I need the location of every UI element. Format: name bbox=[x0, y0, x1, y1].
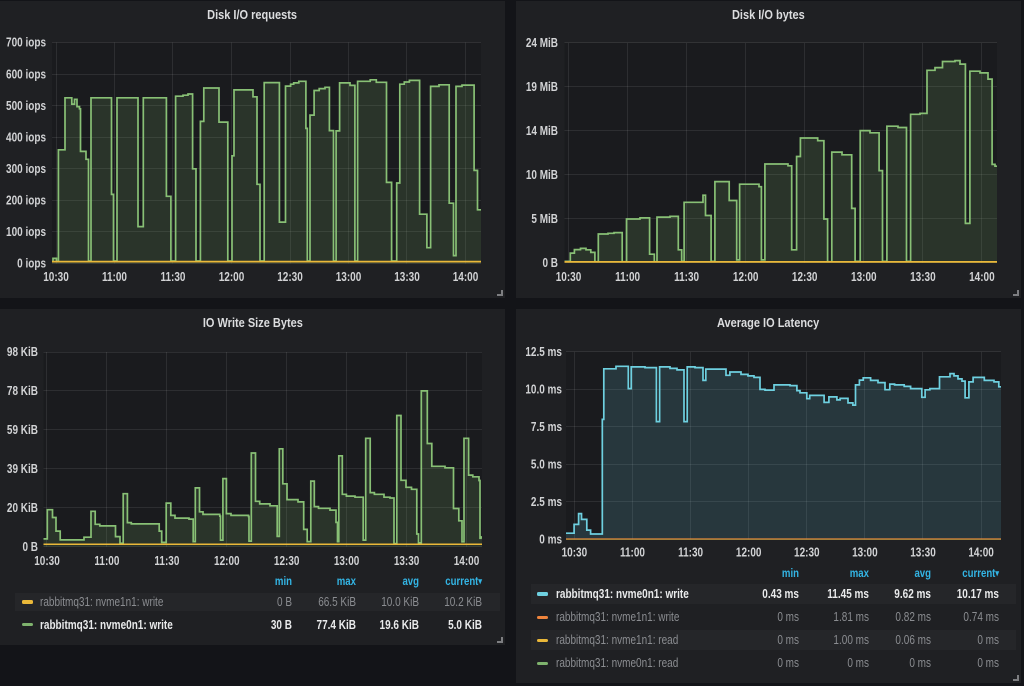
svg-text:0 B: 0 B bbox=[542, 257, 558, 270]
svg-text:11:30: 11:30 bbox=[161, 271, 186, 284]
svg-text:13:30: 13:30 bbox=[394, 271, 420, 284]
svg-text:59 KiB: 59 KiB bbox=[7, 424, 38, 437]
svg-text:10:30: 10:30 bbox=[34, 555, 60, 568]
svg-text:12:00: 12:00 bbox=[733, 271, 759, 284]
svg-text:20 KiB: 20 KiB bbox=[7, 502, 38, 515]
svg-text:12.5 ms: 12.5 ms bbox=[525, 346, 562, 359]
svg-text:78 KiB: 78 KiB bbox=[7, 385, 38, 398]
svg-text:10:30: 10:30 bbox=[556, 271, 582, 284]
svg-text:11:00: 11:00 bbox=[620, 547, 645, 560]
svg-text:12:30: 12:30 bbox=[277, 271, 303, 284]
svg-text:13:30: 13:30 bbox=[910, 271, 936, 284]
svg-text:11:30: 11:30 bbox=[678, 547, 703, 560]
svg-text:13:00: 13:00 bbox=[852, 547, 878, 560]
svg-text:12:30: 12:30 bbox=[274, 555, 300, 568]
svg-text:11:00: 11:00 bbox=[94, 555, 119, 568]
svg-text:0 B: 0 B bbox=[22, 541, 38, 554]
svg-text:200 iops: 200 iops bbox=[6, 195, 46, 208]
svg-text:600 iops: 600 iops bbox=[6, 68, 46, 81]
svg-text:0 iops: 0 iops bbox=[17, 258, 46, 271]
svg-text:100 iops: 100 iops bbox=[6, 226, 46, 239]
svg-text:500 iops: 500 iops bbox=[6, 100, 46, 113]
svg-text:5.0 ms: 5.0 ms bbox=[531, 459, 562, 472]
svg-text:14:00: 14:00 bbox=[969, 271, 995, 284]
svg-text:11:30: 11:30 bbox=[674, 271, 699, 284]
svg-text:12:30: 12:30 bbox=[792, 271, 818, 284]
svg-text:300 iops: 300 iops bbox=[6, 163, 46, 176]
svg-text:14:00: 14:00 bbox=[453, 271, 479, 284]
svg-text:400 iops: 400 iops bbox=[6, 131, 46, 144]
svg-text:12:00: 12:00 bbox=[219, 271, 245, 284]
svg-text:14:00: 14:00 bbox=[968, 547, 994, 560]
svg-text:0 ms: 0 ms bbox=[539, 534, 562, 547]
svg-text:700 iops: 700 iops bbox=[6, 37, 46, 50]
svg-text:14:00: 14:00 bbox=[454, 555, 480, 568]
svg-text:13:30: 13:30 bbox=[910, 547, 936, 560]
svg-text:10 MiB: 10 MiB bbox=[526, 169, 558, 182]
svg-text:13:00: 13:00 bbox=[334, 555, 360, 568]
svg-text:10:30: 10:30 bbox=[43, 271, 69, 284]
svg-text:14 MiB: 14 MiB bbox=[526, 125, 558, 138]
svg-text:98 KiB: 98 KiB bbox=[7, 346, 38, 359]
svg-text:10:30: 10:30 bbox=[562, 547, 588, 560]
svg-text:24 MiB: 24 MiB bbox=[526, 37, 558, 50]
svg-text:12:30: 12:30 bbox=[794, 547, 820, 560]
svg-text:19 MiB: 19 MiB bbox=[526, 81, 558, 94]
svg-text:13:30: 13:30 bbox=[394, 555, 420, 568]
svg-text:39 KiB: 39 KiB bbox=[7, 463, 38, 476]
svg-text:13:00: 13:00 bbox=[336, 271, 362, 284]
svg-text:13:00: 13:00 bbox=[851, 271, 877, 284]
svg-text:12:00: 12:00 bbox=[736, 547, 762, 560]
svg-text:7.5 ms: 7.5 ms bbox=[531, 421, 562, 434]
svg-text:10.0 ms: 10.0 ms bbox=[525, 384, 562, 397]
svg-text:12:00: 12:00 bbox=[214, 555, 240, 568]
svg-text:11:30: 11:30 bbox=[154, 555, 179, 568]
svg-text:2.5 ms: 2.5 ms bbox=[531, 496, 562, 509]
svg-text:11:00: 11:00 bbox=[615, 271, 640, 284]
svg-text:11:00: 11:00 bbox=[102, 271, 127, 284]
svg-text:5 MiB: 5 MiB bbox=[531, 213, 558, 226]
